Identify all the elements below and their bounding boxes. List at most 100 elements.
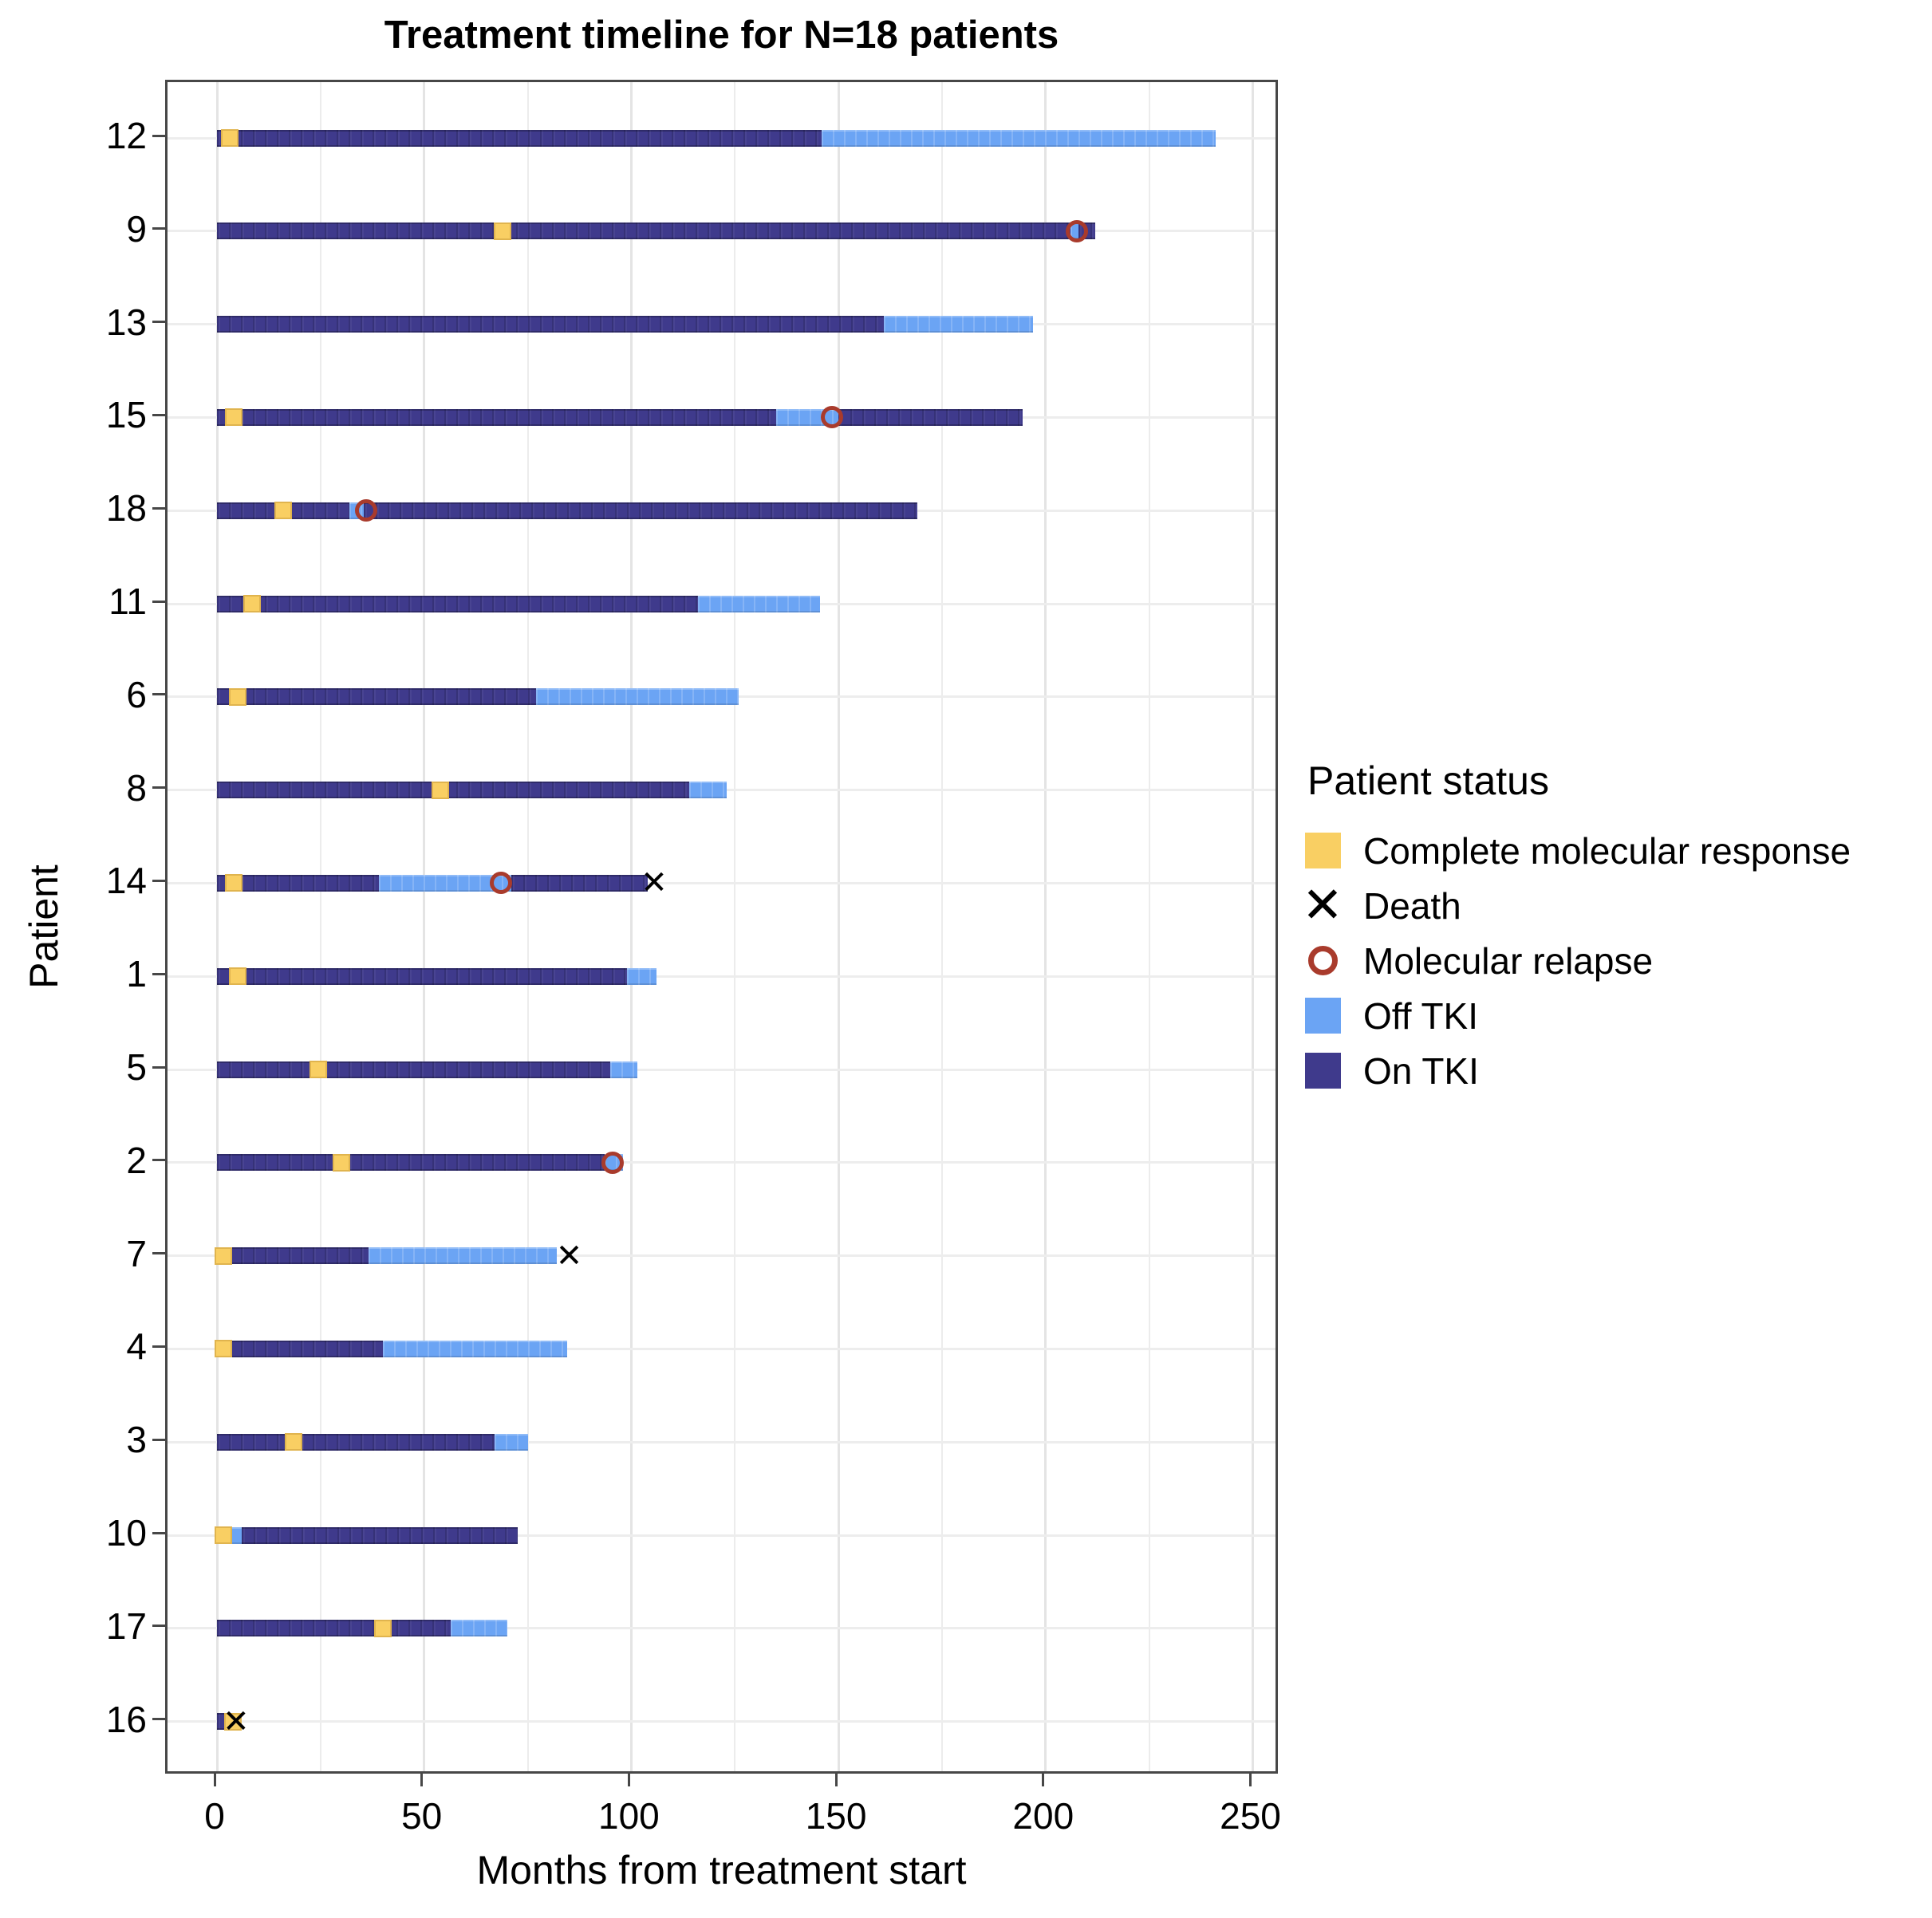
y-tick-label: 14 bbox=[105, 860, 147, 902]
grid-line-horizontal bbox=[168, 1161, 1276, 1164]
y-tick-label: 2 bbox=[126, 1139, 147, 1181]
bar-segment-on-tki bbox=[838, 408, 1023, 426]
relapse-marker bbox=[1065, 219, 1088, 242]
y-axis-tick bbox=[152, 1718, 165, 1721]
y-axis-tick bbox=[152, 1531, 165, 1534]
cmr-marker bbox=[332, 1153, 350, 1172]
bar-segment-off-tki bbox=[822, 129, 1216, 147]
y-axis-tick bbox=[152, 321, 165, 324]
death-x-icon: ✕ bbox=[1302, 877, 1343, 933]
x-tick-label: 0 bbox=[204, 1795, 225, 1837]
relapse-marker bbox=[489, 872, 512, 895]
y-axis-tick bbox=[152, 972, 165, 975]
y-axis-tick bbox=[152, 1438, 165, 1441]
off-tki-swatch-icon bbox=[1304, 998, 1341, 1034]
cmr-marker bbox=[243, 595, 262, 612]
bar-segment-on-tki bbox=[217, 223, 1070, 240]
x-axis-tick bbox=[834, 1774, 838, 1786]
cmr-marker bbox=[223, 1712, 242, 1731]
grid-line-horizontal bbox=[168, 881, 1276, 884]
x-tick-label: 150 bbox=[805, 1795, 867, 1837]
y-tick-label: 15 bbox=[105, 394, 147, 436]
cmr-marker bbox=[214, 1526, 232, 1544]
legend-item-label: On TKI bbox=[1363, 1050, 1479, 1092]
legend-item: Complete molecular response bbox=[1303, 823, 1932, 878]
death-marker: ✕ bbox=[223, 1703, 250, 1739]
y-tick-label: 4 bbox=[126, 1325, 147, 1368]
y-tick-label: 6 bbox=[126, 673, 147, 715]
y-tick-label: 7 bbox=[126, 1232, 147, 1274]
plot-panel: ✕ ✕ ✕ bbox=[165, 80, 1278, 1774]
grid-line-vertical bbox=[734, 82, 736, 1771]
legend-item: Molecular relapse bbox=[1303, 933, 1932, 988]
legend-key bbox=[1303, 988, 1343, 1043]
cmr-marker bbox=[228, 687, 246, 706]
cmr-marker bbox=[214, 1340, 232, 1358]
relapse-marker bbox=[601, 1151, 625, 1174]
y-axis-tick bbox=[152, 1625, 165, 1628]
on-tki-swatch-icon bbox=[1304, 1053, 1341, 1089]
grid-line-vertical bbox=[1148, 82, 1150, 1771]
x-tick-label: 250 bbox=[1220, 1795, 1281, 1837]
x-tick-label: 50 bbox=[401, 1795, 443, 1837]
y-axis-tick bbox=[152, 1345, 165, 1348]
grid-line-vertical bbox=[423, 82, 426, 1771]
legend-key bbox=[1303, 1043, 1343, 1098]
x-tick-label: 100 bbox=[598, 1795, 660, 1837]
legend-title: Patient status bbox=[1307, 758, 1549, 803]
relapse-marker bbox=[354, 499, 377, 522]
bar-segment-off-tki bbox=[368, 1247, 557, 1265]
bar-segment-on-tki bbox=[217, 1433, 495, 1451]
bar-segment-on-tki bbox=[217, 1154, 605, 1172]
legend: Patient status Complete molecular respon… bbox=[1302, 758, 1932, 1098]
grid-line-vertical bbox=[1044, 82, 1047, 1771]
y-tick-label: 3 bbox=[126, 1419, 147, 1461]
death-marker: ✕ bbox=[641, 865, 668, 901]
bar-segment-off-tki bbox=[689, 782, 727, 799]
bar-segment-on-tki bbox=[364, 502, 917, 519]
cmr-marker bbox=[373, 1619, 392, 1637]
plot-title: Treatment timeline for N=18 patients bbox=[384, 14, 1059, 57]
y-axis-tick bbox=[152, 1252, 165, 1255]
bar-segment-on-tki bbox=[217, 1620, 451, 1637]
grid-line-horizontal bbox=[168, 1347, 1276, 1350]
y-tick-label: 17 bbox=[105, 1605, 147, 1647]
cmr-marker bbox=[224, 408, 242, 427]
x-axis-tick bbox=[1249, 1774, 1252, 1786]
legend-items: Complete molecular response ✕ Death Molecul… bbox=[1302, 823, 1932, 1098]
bar-segment-off-tki bbox=[382, 1340, 567, 1357]
legend-key: ✕ bbox=[1302, 877, 1343, 933]
y-tick-label: 8 bbox=[126, 766, 147, 809]
cmr-marker bbox=[228, 967, 246, 986]
bar-segment-on-tki bbox=[217, 688, 536, 706]
bar-segment-on-tki bbox=[217, 1247, 369, 1265]
bar-segment-on-tki bbox=[217, 316, 885, 333]
x-axis-tick bbox=[420, 1774, 424, 1786]
y-axis-tick bbox=[152, 600, 165, 603]
y-axis-tick bbox=[152, 134, 165, 137]
legend-item-label: Off TKI bbox=[1363, 994, 1479, 1037]
bar-segment-off-tki bbox=[378, 874, 511, 892]
y-tick-label: 11 bbox=[108, 581, 147, 622]
y-tick-label: 16 bbox=[105, 1698, 147, 1740]
y-axis-tick bbox=[152, 227, 165, 230]
x-axis-tick bbox=[213, 1774, 216, 1786]
grid-line-vertical bbox=[1252, 82, 1254, 1771]
bar-segment-on-tki bbox=[511, 874, 649, 892]
grid-line-horizontal bbox=[168, 1254, 1276, 1258]
bar-segment-on-tki bbox=[242, 1526, 518, 1544]
y-axis-tick bbox=[152, 879, 165, 882]
grid-line-vertical bbox=[319, 82, 321, 1771]
y-tick-label: 5 bbox=[126, 1046, 147, 1088]
cmr-marker bbox=[214, 1247, 232, 1265]
y-axis-tick bbox=[152, 693, 165, 696]
bar-segment-on-tki bbox=[217, 967, 628, 985]
y-axis-title: Patient bbox=[22, 864, 66, 989]
bar-segment-off-tki bbox=[610, 1061, 638, 1078]
cmr-marker bbox=[224, 874, 242, 892]
grid-line-horizontal bbox=[168, 1720, 1276, 1723]
bar-segment-on-tki bbox=[217, 1340, 383, 1357]
y-axis-tick bbox=[152, 1159, 165, 1162]
bar-segment-off-tki bbox=[627, 967, 656, 985]
